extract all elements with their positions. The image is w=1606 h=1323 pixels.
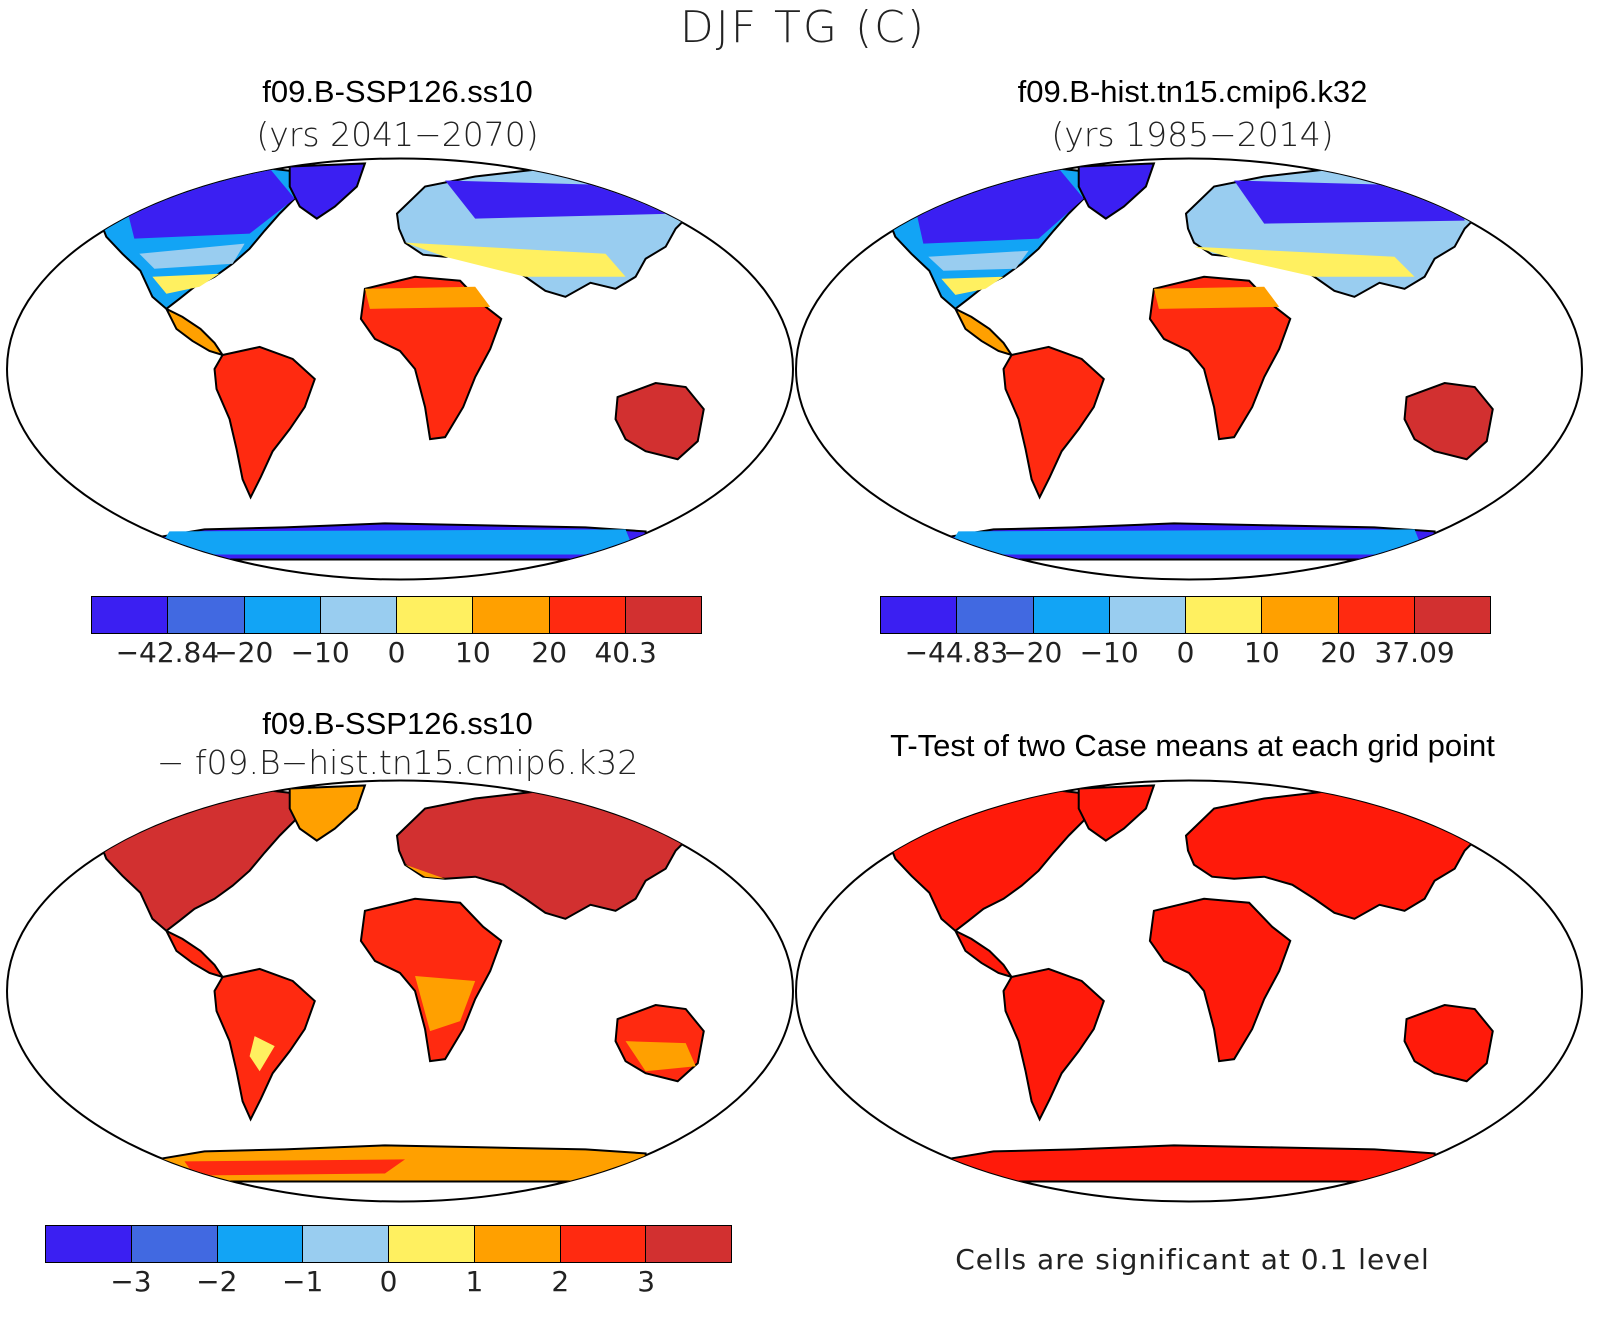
colorbar-swatch [217, 1226, 304, 1262]
colorbar-difference-labels: −3 −2 −1 0 1 2 3 [0, 1265, 795, 1305]
colorbar-swatch [46, 1226, 132, 1262]
colorbar-tick-label: −44.83 [904, 636, 1009, 669]
colorbar-swatch [1338, 597, 1415, 633]
colorbar-swatch [957, 597, 1034, 633]
colorbar-swatch [320, 597, 397, 633]
colorbar-difference-cells [45, 1225, 732, 1263]
colorbar-tick-label: −20 [214, 636, 274, 669]
colorbar-tick-label: −42.84 [115, 636, 220, 669]
colorbar-swatch [473, 597, 550, 633]
panel-case-title: f09.B-SSP126.ss10 [262, 74, 533, 109]
colorbar-swatch [1414, 597, 1490, 633]
colorbar-tick-label: −10 [290, 636, 350, 669]
colorbar-control-cells [880, 596, 1491, 634]
colorbar-swatch [1262, 597, 1339, 633]
panel-case-subtitle: (yrs 2041−2070) [256, 115, 539, 154]
figure-title: DJF TG (C) [679, 2, 927, 53]
colorbar-swatch [1033, 597, 1110, 633]
colorbar-tick-label: 0 [387, 636, 406, 669]
colorbar-tick-label: 3 [637, 1265, 656, 1298]
colorbar-swatch [397, 597, 474, 633]
colorbar-swatch [244, 597, 321, 633]
colorbar-swatch [1109, 597, 1186, 633]
colorbar-tick-label: −20 [1003, 636, 1063, 669]
colorbar-tick-label: −2 [196, 1265, 238, 1298]
map-case [6, 157, 794, 581]
colorbar-control [880, 596, 1491, 634]
colorbar-tick-label: 40.3 [594, 636, 657, 669]
map-control [795, 157, 1583, 581]
panel-difference-subtitle: − f09.B−hist.tn15.cmip6.k32 [156, 743, 639, 782]
colorbar-swatch [303, 1226, 389, 1262]
colorbar-tick-label: −3 [110, 1265, 152, 1298]
colorbar-tick-label: 20 [531, 636, 568, 669]
map-difference [6, 779, 794, 1203]
panel-control-subtitle: (yrs 1985−2014) [1051, 115, 1334, 154]
map-ttest [795, 779, 1583, 1203]
ttest-significance-note: Cells are significant at 0.1 level [955, 1243, 1430, 1276]
colorbar-tick-label: 2 [551, 1265, 570, 1298]
colorbar-swatch [881, 597, 958, 633]
panel-control-title: f09.B-hist.tn15.cmip6.k32 [1017, 74, 1368, 109]
colorbar-case [91, 596, 702, 634]
colorbar-difference [45, 1225, 732, 1263]
colorbar-tick-label: −10 [1079, 636, 1139, 669]
colorbar-tick-label: 0 [379, 1265, 398, 1298]
colorbar-tick-label: 20 [1320, 636, 1357, 669]
colorbar-swatch [92, 597, 169, 633]
colorbar-tick-label: 0 [1176, 636, 1195, 669]
colorbar-swatch [560, 1226, 647, 1262]
colorbar-tick-label: 10 [455, 636, 491, 669]
colorbar-tick-label: 37.09 [1374, 636, 1455, 669]
colorbar-swatch [646, 1226, 731, 1262]
colorbar-control-labels: −44.83 −20 −10 0 10 20 37.09 [789, 636, 1584, 676]
colorbar-tick-label: 1 [465, 1265, 484, 1298]
colorbar-case-cells [91, 596, 702, 634]
colorbar-case-labels: −42.84 −20 −10 0 10 20 40.3 [0, 636, 795, 676]
colorbar-swatch [549, 597, 626, 633]
colorbar-swatch [389, 1226, 475, 1262]
panel-ttest-title: T-Test of two Case means at each grid po… [890, 728, 1495, 763]
colorbar-swatch [131, 1226, 218, 1262]
colorbar-tick-label: 10 [1244, 636, 1280, 669]
colorbar-swatch [625, 597, 701, 633]
colorbar-tick-label: −1 [281, 1265, 324, 1298]
colorbar-swatch [168, 597, 245, 633]
colorbar-swatch [474, 1226, 561, 1262]
panel-difference-title: f09.B-SSP126.ss10 [262, 706, 533, 741]
colorbar-swatch [1186, 597, 1263, 633]
